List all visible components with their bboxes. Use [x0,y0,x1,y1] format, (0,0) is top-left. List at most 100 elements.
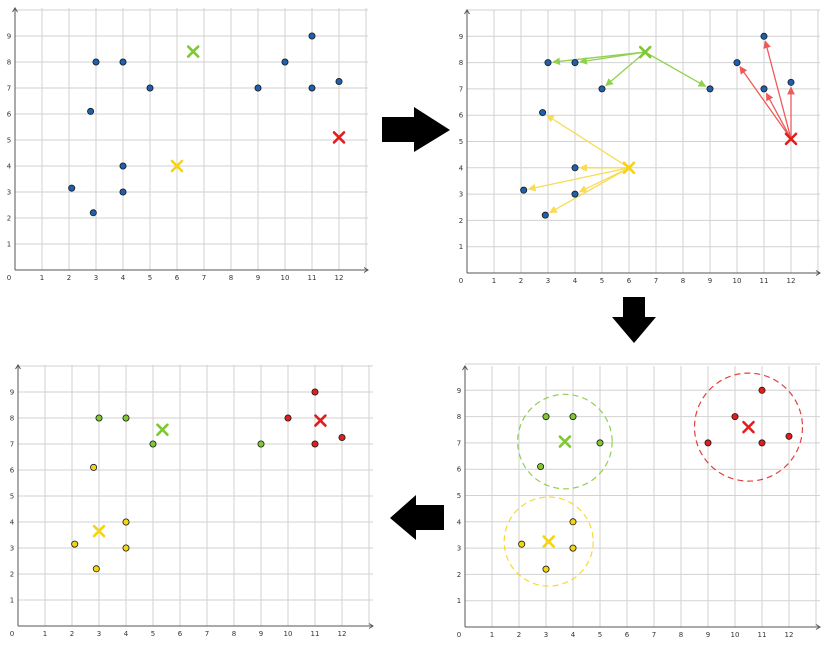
x-tick-label: 3 [94,274,98,282]
x-tick-label: 10 [281,274,290,282]
x-tick-label: 9 [256,274,260,282]
data-point [284,414,292,422]
y-tick-label: 2 [7,215,11,223]
y-tick-label: 5 [7,137,11,145]
x-axis-arrow-icon [363,267,369,273]
data-point [311,388,319,396]
y-axis-arrow-icon [12,7,18,13]
y-tick-label: 6 [7,111,12,119]
x-tick-label: 9 [706,631,710,639]
y-tick-label: 1 [459,243,463,251]
data-point [92,58,100,66]
centroid-marker [332,131,346,144]
x-tick-label: 9 [708,277,712,285]
y-tick-label: 6 [10,467,15,475]
x-tick-label: 12 [785,631,794,639]
data-point [758,386,766,394]
y-tick-label: 9 [457,387,461,395]
x-tick-label: 5 [598,631,602,639]
data-point [518,540,526,548]
data-point [569,413,577,421]
x-tick-label: 8 [232,630,236,638]
data-point [571,59,579,67]
data-point [537,463,545,471]
left-arrow-icon [390,495,444,540]
y-tick-label: 6 [457,466,462,474]
x-tick-label: 4 [573,277,578,285]
data-point [760,85,768,93]
y-tick-label: 9 [10,389,14,397]
centroid-marker [92,524,106,538]
y-tick-label: 5 [10,493,14,501]
distance-arrow [527,167,630,192]
y-tick-label: 3 [459,191,463,199]
x-tick-label: 5 [600,277,604,285]
grid [465,363,820,627]
x-tick-label: 8 [229,274,233,282]
y-tick-label: 4 [457,518,462,526]
x-tick-label: 6 [627,277,632,285]
x-axis-arrow-icon [815,270,821,276]
distance-arrow [765,92,792,140]
y-tick-label: 9 [7,33,11,41]
data-point [760,32,768,40]
y-tick-label: 7 [7,85,11,93]
y-tick-label: 8 [459,59,463,67]
data-point [706,85,714,93]
y-axis-arrow-icon [464,9,470,15]
data-point [785,432,793,440]
data-point [122,518,130,526]
y-tick-label: 7 [459,85,463,93]
x-tick-label: 7 [652,631,656,639]
data-point [122,544,130,552]
data-point [95,414,103,422]
y-axis-arrow-icon [15,364,21,370]
data-point [90,463,98,471]
x-tick-label: 0 [457,631,461,639]
centroid-marker [542,535,556,548]
data-point [598,85,606,93]
x-tick-label: 2 [517,631,521,639]
x-tick-label: 2 [67,274,71,282]
x-tick-label: 8 [681,277,685,285]
data-point [308,84,316,92]
centroid-marker [638,45,652,59]
y-tick-label: 3 [457,545,461,553]
cluster-boundary [693,372,804,482]
data-point [569,518,577,526]
x-tick-label: 1 [43,630,47,638]
centroid-marker [622,161,636,175]
x-tick-label: 6 [178,630,183,638]
centroid-marker [558,435,572,448]
y-tick-label: 4 [10,519,15,527]
x-tick-label: 8 [679,631,683,639]
x-tick-label: 5 [148,274,152,282]
data-point [758,439,766,447]
y-tick-label: 4 [7,163,12,171]
data-point [311,440,319,448]
x-tick-label: 6 [625,631,630,639]
grid [18,365,373,626]
y-tick-label: 5 [457,492,461,500]
centroid-marker [156,423,169,437]
data-point [254,84,262,92]
data-point [89,209,97,217]
x-tick-label: 2 [519,277,523,285]
data-point [335,78,343,86]
y-axis-arrow-icon [462,365,468,371]
data-point [257,440,265,448]
x-tick-label: 11 [758,631,767,639]
y-tick-label: 8 [457,413,461,421]
y-tick-label: 2 [457,571,461,579]
y-tick-label: 1 [7,241,11,249]
data-point [149,440,157,448]
cluster-boundary [517,393,613,490]
x-tick-label: 12 [338,630,347,638]
down-arrow-icon [612,297,656,343]
data-point [731,413,739,421]
distance-arrow [739,66,792,140]
